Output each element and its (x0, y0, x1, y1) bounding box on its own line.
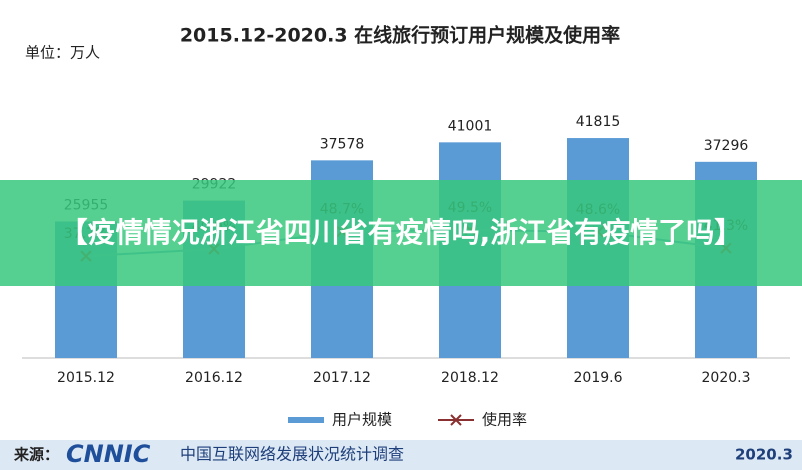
footer-logo: CNNIC (66, 440, 151, 468)
banner-text: 【疫情情况浙江省四川省有疫情吗,浙江省有疫情了吗】 (59, 216, 743, 249)
chart-subtitle: 单位：万人 (25, 44, 100, 62)
x-tick-label: 2015.12 (57, 370, 115, 386)
legend-label: 使用率 (482, 411, 527, 429)
legend-label: 用户规模 (332, 411, 392, 429)
data-label: 37578 (320, 136, 365, 152)
data-label: 37296 (704, 138, 749, 154)
x-tick-label: 2020.3 (702, 370, 751, 386)
x-tick-label: 2016.12 (185, 370, 243, 386)
footer-date: 2020.3 (735, 446, 793, 464)
banner: 【疫情情况浙江省四川省有疫情吗,浙江省有疫情了吗】 (0, 180, 802, 286)
data-label: 41001 (448, 118, 493, 134)
x-tick-label: 2019.6 (574, 370, 623, 386)
legend-marker (450, 414, 462, 426)
footer-survey: 中国互联网络发展状况统计调查 (180, 445, 404, 464)
footer-source: 来源： (13, 446, 59, 464)
data-label: 41815 (576, 114, 621, 130)
footer-bar (0, 440, 802, 470)
x-tick-label: 2017.12 (313, 370, 371, 386)
x-tick-label: 2018.12 (441, 370, 499, 386)
chart-title: 2015.12-2020.3 在线旅行预订用户规模及使用率 (180, 24, 620, 47)
